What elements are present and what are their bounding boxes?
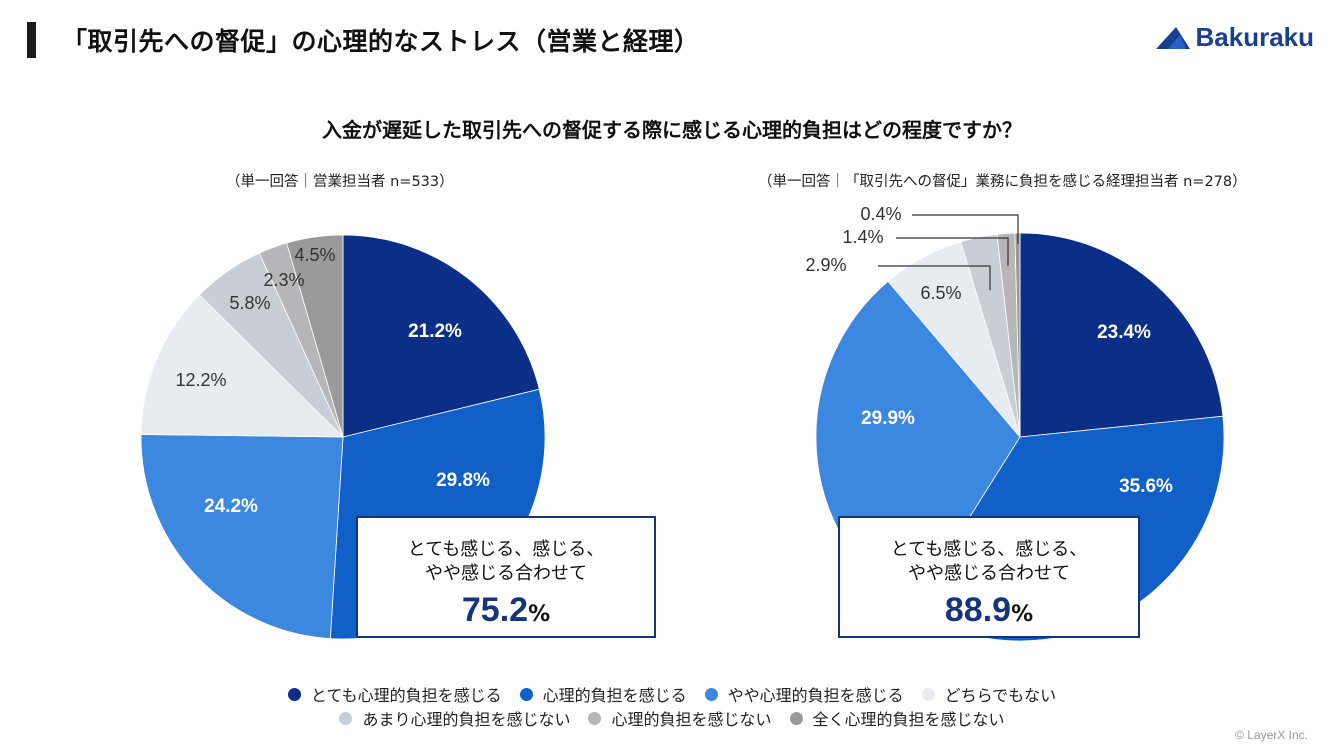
logo-text: Bakuraku [1195,22,1315,52]
legend-label: やや心理的負担を感じる [727,686,904,705]
callout-total: 75.2% [358,590,654,636]
slice-label: 24.2% [204,496,258,517]
callout-line-1: とても感じる、感じる、 [407,539,605,560]
legend-label: 全く心理的負担を感じない [812,710,1005,729]
callout-total-unit: % [528,602,551,627]
slice-label: 4.5% [294,245,335,265]
legend-item: やや心理的負担を感じる [704,682,904,706]
legend-dot [704,687,718,701]
slice-label: 23.4% [1097,322,1151,343]
page-title: 「取引先への督促」の心理的なストレス（営業と経理） [62,27,700,56]
callout-total: 88.9% [840,590,1138,636]
legend-dot [287,687,301,701]
pie-slice [286,234,344,438]
slice-label: 12.2% [175,370,226,390]
slice-label: 1.4% [842,227,883,247]
pie-slice [140,434,344,640]
legend-dot [339,711,353,725]
slice-label: 2.3% [263,270,304,290]
pie-slice [342,234,540,438]
legend-row: とても心理的負担を感じる 心理的負担を感じる やや心理的負担を感じる どちらでも… [0,682,1344,706]
legend-label: どちらでもない [944,686,1057,705]
right-chart-note: （単一回答｜「取引先への督促」業務に負担を感じる経理担当者 n=278） [758,174,1247,190]
survey-question: 入金が遅延した取引先への督促する際に感じる心理的負担はどの程度ですか？ [322,118,1022,142]
legend-item: とても心理的負担を感じる [287,682,502,706]
left-total-callout: とても感じる、感じる、 やや感じる合わせて 75.2% [356,516,656,638]
legend-dot [921,687,935,701]
callout-line-2: やや感じる合わせて [425,563,587,584]
pie-slice [1019,232,1224,438]
title-accent-bar [27,22,36,58]
pie-slice [140,294,344,438]
legend-item: 心理的負担を感じない [588,706,772,730]
callout-line-2: やや感じる合わせて [908,563,1070,584]
slice-label: 0.4% [860,204,901,224]
legend-item: あまり心理的負担を感じない [339,706,570,730]
callout-total-value: 88.9 [944,591,1012,629]
bakuraku-logo-icon [1155,26,1190,49]
legend-item: 心理的負担を感じる [519,682,687,706]
brand-logo: Bakuraku [1155,22,1315,53]
legend-label: あまり心理的負担を感じない [362,710,571,729]
legend-label: とても心理的負担を感じる [310,686,502,705]
slice-label: 29.9% [861,408,915,429]
slice-label: 35.6% [1119,476,1173,497]
copyright: © LayerX Inc. [1235,728,1308,742]
leader-line [912,214,1019,244]
slice-label: 2.9% [805,255,846,275]
leader-line [878,265,991,290]
slice-label: 21.2% [408,321,462,342]
legend-label: 心理的負担を感じる [542,686,687,705]
callout-line-1: とても感じる、感じる、 [890,539,1088,560]
callout-total-value: 75.2 [461,591,529,629]
legend-row: あまり心理的負担を感じない 心理的負担を感じない 全く心理的負担を感じない [0,706,1344,730]
legend-item: 全く心理的負担を感じない [789,706,1005,730]
legend-dot [588,711,602,725]
legend-item: どちらでもない [921,682,1057,706]
right-total-callout: とても感じる、感じる、 やや感じる合わせて 88.9% [838,516,1140,638]
slice-label: 6.5% [920,283,961,303]
slice-label: 29.8% [436,470,490,491]
left-chart-note: （単一回答｜営業担当者 n=533） [226,174,454,190]
slice-label: 5.8% [229,293,270,313]
legend-dot [789,711,803,725]
callout-total-unit: % [1011,602,1034,627]
leader-line [896,237,1009,266]
legend-dot [519,687,533,701]
legend-label: 心理的負担を感じない [611,710,772,729]
